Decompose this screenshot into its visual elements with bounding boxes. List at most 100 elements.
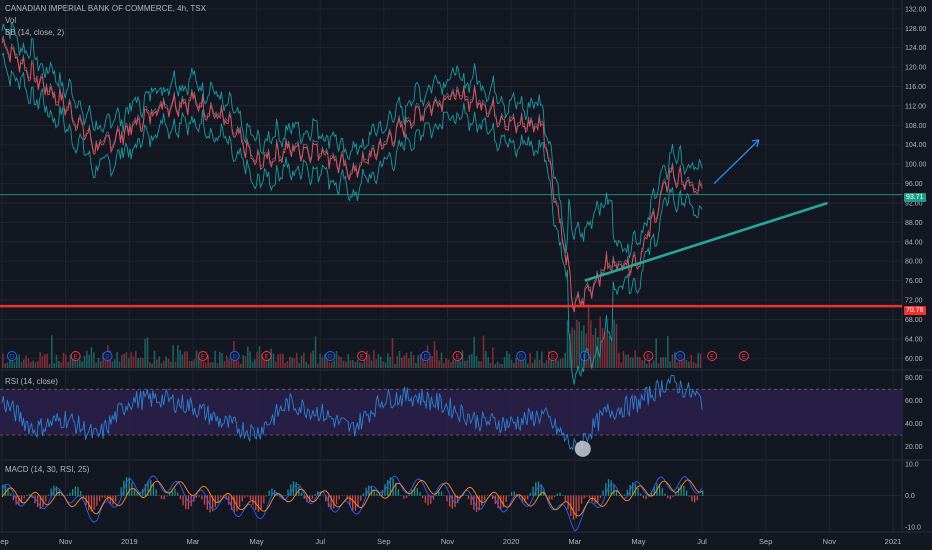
macd-histogram-bar (618, 495, 620, 496)
volume-bar (590, 320, 592, 368)
volume-bar (289, 356, 291, 368)
volume-bar (632, 357, 634, 368)
volume-bar (128, 358, 130, 368)
price-panel[interactable] (0, 21, 902, 385)
volume-bar (359, 362, 361, 368)
macd-histogram-bar (502, 495, 505, 508)
macd-histogram-bar (389, 477, 392, 496)
macd-histogram-bar (597, 495, 599, 503)
bollinger-basis (1, 35, 703, 310)
macd-histogram-bar (478, 495, 480, 511)
volume-bar (629, 357, 632, 368)
volume-bar (331, 362, 333, 368)
macd-histogram-bar (672, 495, 674, 497)
volume-bar (604, 332, 606, 368)
volume-bar (177, 345, 179, 368)
axes: 132.00 128.00 124.00 120.00 116.00 112.00 108.… (0, 6, 927, 546)
macd-histogram-bar (55, 486, 58, 496)
macd-histogram-bar (295, 481, 297, 496)
volume-bar (256, 351, 258, 368)
macd-histogram-bar (96, 495, 98, 506)
macd-histogram-bar (168, 491, 171, 496)
volume-bar (387, 353, 389, 368)
volume-bar (478, 361, 480, 368)
price-line (1, 38, 703, 313)
macd-histogram-bar (263, 495, 265, 504)
macd-histogram-bar (473, 495, 475, 510)
macd-histogram-bar (233, 495, 235, 513)
macd-histogram-bar (179, 495, 182, 500)
volume-bar (487, 357, 489, 368)
time-tick-label: Nov (59, 537, 73, 546)
volume-bar (111, 361, 114, 368)
volume-bar (597, 337, 599, 368)
macd-histogram-bar (583, 495, 585, 499)
macd-histogram-bar (260, 495, 262, 510)
macd-histogram-bar (45, 495, 47, 502)
volume-bar (100, 361, 102, 368)
volume-bar (300, 355, 303, 368)
macd-histogram-bar (368, 485, 370, 496)
macd-histogram-bar (416, 488, 418, 496)
macd-histogram-bar (160, 495, 163, 500)
macd-histogram-bar (481, 495, 483, 506)
volume-bar (417, 355, 419, 368)
macd-histogram-bar (513, 491, 515, 496)
volume-bar (116, 351, 118, 368)
volume-bar (398, 351, 401, 368)
volume-bar (681, 356, 683, 368)
time-tick-label: Jul (697, 537, 707, 546)
rsi-panel[interactable] (0, 374, 902, 457)
volume-bar (216, 363, 219, 368)
event-marker-letter: E (360, 355, 364, 361)
volume-bar (60, 362, 62, 368)
volume-bar (254, 359, 256, 368)
macd-histogram-bar (346, 495, 348, 500)
event-marker-letter: D (519, 355, 524, 361)
volume-bar (634, 350, 636, 368)
volume-bar (627, 354, 629, 368)
volume-bar (251, 361, 254, 368)
macd-histogram-bar (559, 492, 561, 496)
volume-bar (146, 337, 149, 368)
volume-bar (44, 353, 46, 368)
volume-bar (13, 361, 16, 368)
support-price-tag: 70.76 (904, 306, 926, 315)
macd-histogram-bar (265, 495, 268, 497)
event-marker (70, 351, 81, 361)
volume-bar (667, 335, 669, 368)
macd-histogram-bar (10, 493, 12, 496)
macd-histogram-bar (521, 495, 523, 503)
macd-histogram-bar (376, 493, 378, 496)
volume-bar (445, 358, 447, 368)
volume-bar (473, 336, 475, 368)
macd-histogram-bar (101, 495, 103, 498)
macd-histogram-bar (610, 480, 612, 496)
macd-histogram-bar (325, 495, 327, 502)
volume-bar (279, 353, 282, 368)
volume-bar (538, 359, 541, 368)
macd-histogram-bar (615, 490, 618, 496)
volume-bar (527, 363, 529, 368)
volume-bar (81, 361, 83, 368)
macd-histogram-bar (532, 486, 534, 496)
macd-histogram-bar (303, 495, 305, 499)
rsi-line (1, 374, 703, 454)
price-tick-label: 116.00 (905, 84, 926, 91)
volume-bar (639, 357, 641, 368)
volume-bar (170, 362, 172, 368)
macd-histogram-bar (77, 486, 79, 496)
volume-bar (471, 353, 473, 368)
macd-histogram-bar (201, 495, 203, 500)
event-marker (357, 351, 368, 361)
macd-histogram-bar (403, 495, 405, 499)
volume-bar (552, 361, 555, 368)
macd-panel[interactable] (0, 475, 902, 532)
macd-histogram-bar (241, 495, 243, 502)
volume-bar (221, 352, 223, 368)
volume-bar (601, 327, 604, 368)
volume-bar (573, 329, 576, 368)
volume-bar (345, 361, 347, 368)
macd-histogram-bar (185, 495, 187, 510)
